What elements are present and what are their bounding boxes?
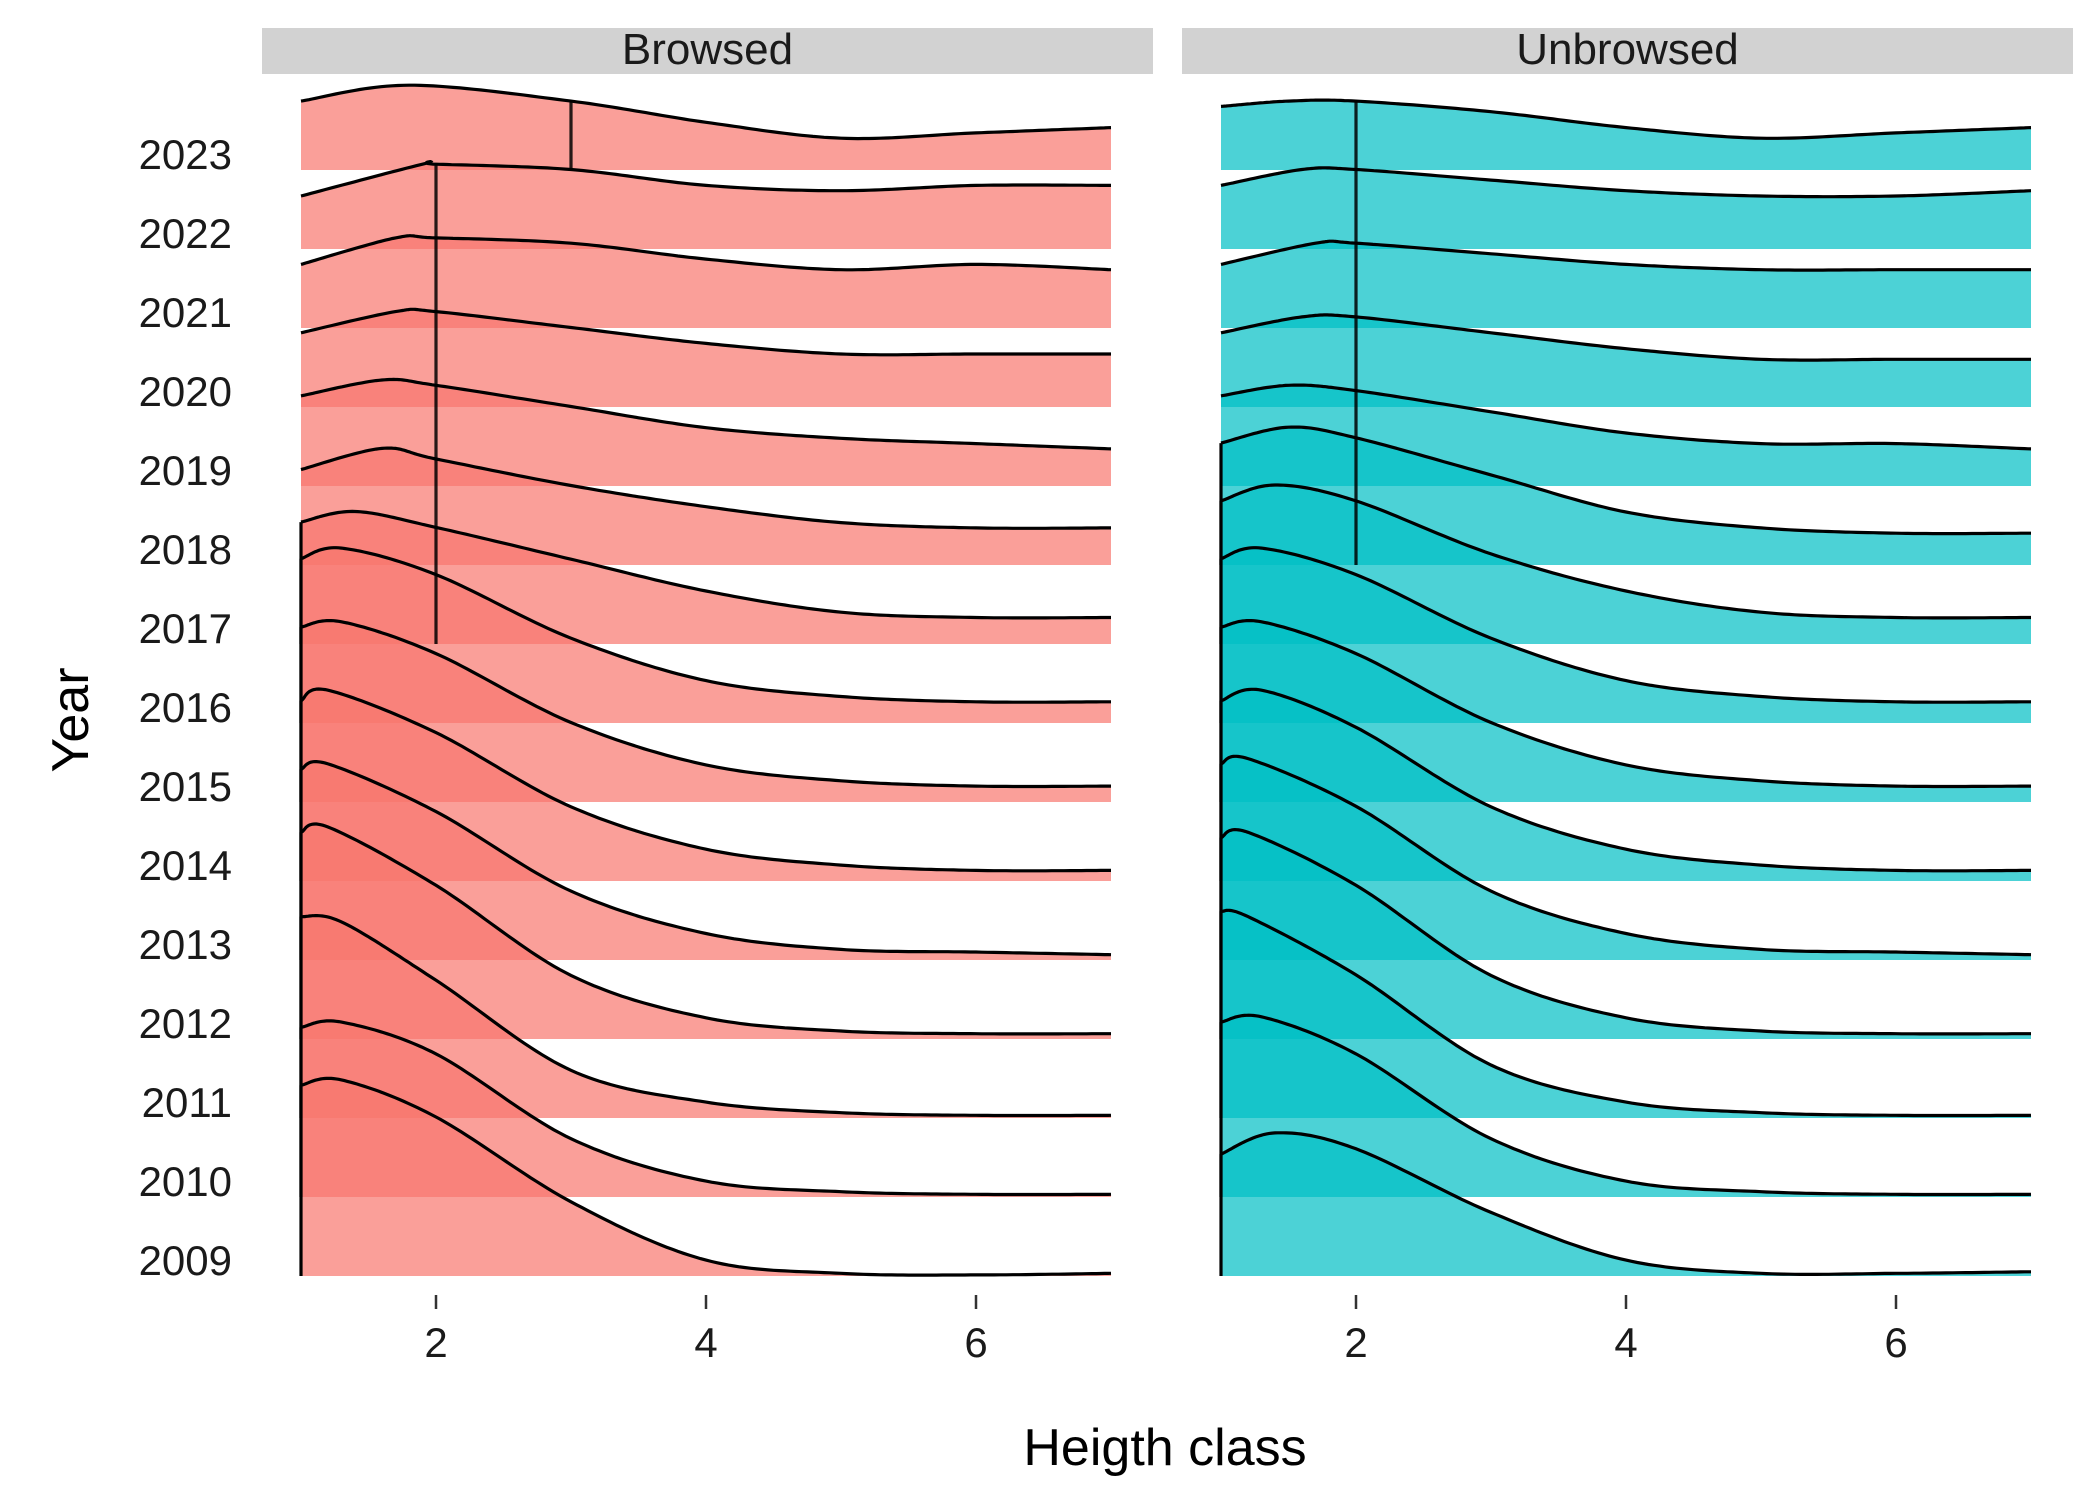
y-tick-label-2023: 2023 — [139, 131, 232, 178]
y-tick-label-2019: 2019 — [139, 447, 232, 494]
ridge-line-browsed-2014 — [300, 687, 1111, 873]
y-tick-label-2021: 2021 — [139, 289, 232, 336]
ridge-area-browsed-2009 — [301, 1078, 1111, 1276]
ridge-area-browsed-2018 — [301, 448, 1111, 565]
panel-strips: Browsed Unbrowsed — [262, 25, 2073, 74]
median-lines — [434, 101, 1358, 644]
ridge-line-unbrowsed-2013 — [1220, 754, 2032, 957]
ridge-line-unbrowsed-2011 — [1220, 908, 2032, 1118]
y-tick-label-2010: 2010 — [139, 1158, 232, 1205]
y-tick-label-2018: 2018 — [139, 526, 232, 573]
ridge-area-browsed-2021 — [301, 235, 1111, 328]
x-axis-title: Heigth class — [1023, 1419, 1306, 1477]
ridge-area-browsed-2023 — [301, 85, 1111, 170]
ridge-line-unbrowsed-2016 — [1220, 546, 2031, 704]
ridge-line-browsed-2016 — [300, 546, 1111, 704]
ridge-line-unbrowsed-2020 — [1220, 313, 2031, 362]
ridge-line-unbrowsed-2021 — [1220, 239, 2031, 272]
ridge-line-browsed-2020 — [300, 307, 1111, 357]
ridge-line-unbrowsed-2014 — [1220, 687, 2031, 873]
ridge-line-browsed-2013 — [300, 760, 1112, 957]
ridge-line-browsed-2011 — [300, 914, 1112, 1118]
x-tick-label-browsed-2: 2 — [424, 1319, 447, 1366]
ridge-area-browsed-2011 — [301, 915, 1111, 1118]
panel-strip-label-unbrowsed: Unbrowsed — [1516, 25, 1739, 74]
ridge-line-unbrowsed-2015 — [1220, 619, 2031, 789]
ridge-line-unbrowsed-2019 — [1220, 383, 2032, 451]
panel-strip-browsed — [262, 28, 1153, 74]
x-tick-label-unbrowsed-6: 6 — [1884, 1319, 1907, 1366]
ridge-area-browsed-2022 — [301, 161, 1111, 249]
ridge-area-unbrowsed-2012 — [1221, 829, 2031, 1039]
y-tick-label-2015: 2015 — [139, 763, 232, 810]
x-tick-label-unbrowsed-2: 2 — [1344, 1319, 1367, 1366]
y-tick-label-2012: 2012 — [139, 1000, 232, 1047]
ridge-line-browsed-2019 — [300, 377, 1112, 451]
ridges — [299, 83, 2032, 1277]
ridge-area-browsed-2016 — [301, 547, 1111, 723]
ridge-line-browsed-2021 — [300, 234, 1112, 272]
y-tick-label-2016: 2016 — [139, 684, 232, 731]
y-tick-label-2022: 2022 — [139, 210, 232, 257]
ridge-line-browsed-2010 — [300, 1019, 1112, 1197]
panel-strip-label-browsed: Browsed — [622, 25, 793, 74]
ridge-area-unbrowsed-2016 — [1221, 547, 2031, 723]
ridge-area-browsed-2012 — [301, 824, 1111, 1039]
ridge-line-unbrowsed-2012 — [1220, 827, 2031, 1036]
ridge-area-unbrowsed-2023 — [1221, 100, 2031, 170]
ridges-browsed — [299, 83, 1112, 1277]
ridge-line-unbrowsed-2017 — [1220, 483, 2031, 620]
ridge-area-unbrowsed-2011 — [1221, 910, 2031, 1118]
ridge-area-browsed-2010 — [301, 1020, 1111, 1197]
ridge-line-browsed-2012 — [300, 822, 1111, 1036]
x-tick-label-browsed-6: 6 — [964, 1319, 987, 1366]
ridge-line-browsed-2023 — [300, 83, 1112, 141]
y-tick-label-2009: 2009 — [139, 1237, 232, 1284]
ridge-area-unbrowsed-2013 — [1221, 756, 2031, 960]
y-tick-label-2020: 2020 — [139, 368, 232, 415]
ridge-area-browsed-2020 — [301, 309, 1111, 407]
ridge-line-browsed-2015 — [300, 619, 1111, 789]
ridge-line-unbrowsed-2009 — [1220, 1131, 2031, 1276]
y-tick-label-2014: 2014 — [139, 842, 232, 889]
ridge-line-browsed-2009 — [300, 1076, 1112, 1277]
ridge-area-browsed-2013 — [301, 761, 1111, 960]
ridge-area-unbrowsed-2010 — [1221, 1015, 2031, 1197]
y-tick-label-2013: 2013 — [139, 921, 232, 968]
ridge-line-browsed-2017 — [300, 509, 1111, 620]
ridge-line-unbrowsed-2023 — [1220, 98, 2032, 140]
ridge-line-unbrowsed-2022 — [1220, 166, 2032, 199]
y-axis: 2009 2010 2011 2012 2013 2014 2015 2016 2017 2018… — [139, 131, 232, 1284]
x-tick-label-browsed-4: 4 — [694, 1319, 717, 1366]
x-axis: 2 4 6 2 4 6 — [424, 1295, 1908, 1366]
ridge-area-unbrowsed-2015 — [1221, 620, 2031, 802]
ridge-area-browsed-2019 — [301, 379, 1111, 486]
ridge-area-browsed-2015 — [301, 620, 1111, 802]
ridge-area-unbrowsed-2022 — [1221, 167, 2031, 249]
ridge-area-unbrowsed-2014 — [1221, 689, 2031, 881]
y-tick-label-2017: 2017 — [139, 605, 232, 652]
ridge-line-browsed-2018 — [300, 446, 1111, 530]
ridge-line-unbrowsed-2010 — [1220, 1013, 2032, 1197]
ridge-area-unbrowsed-2017 — [1221, 485, 2031, 644]
ridge-line-browsed-2022 — [300, 160, 1111, 198]
y-axis-title: Year — [42, 667, 100, 772]
y-tick-label-2011: 2011 — [142, 1079, 232, 1126]
ridge-area-unbrowsed-2021 — [1221, 241, 2031, 328]
ridge-area-unbrowsed-2009 — [1221, 1132, 2031, 1276]
ridges-unbrowsed — [1219, 98, 2032, 1276]
ridge-line-unbrowsed-2018 — [1220, 425, 2031, 536]
panel-strip-unbrowsed — [1182, 28, 2073, 74]
ridge-area-unbrowsed-2020 — [1221, 314, 2031, 407]
x-tick-label-unbrowsed-4: 4 — [1614, 1319, 1637, 1366]
ridge-area-browsed-2014 — [301, 689, 1111, 881]
